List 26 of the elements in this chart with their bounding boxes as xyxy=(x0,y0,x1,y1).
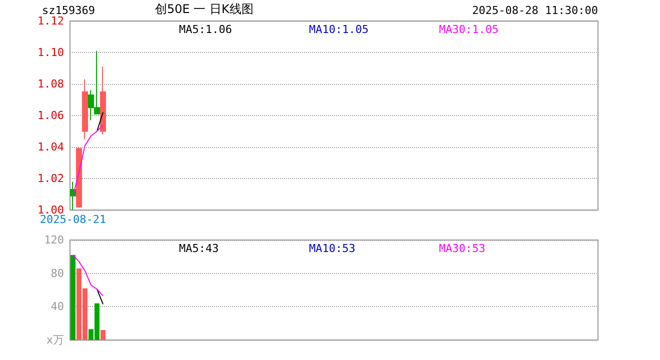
y-tick-label: 120 xyxy=(44,234,64,246)
legend-label: MA10:53 xyxy=(309,242,356,255)
candlestick xyxy=(100,66,106,135)
bar xyxy=(100,330,106,340)
y-tick-label: x万 xyxy=(46,334,64,346)
text: 1.02 xyxy=(38,172,64,185)
candlestick xyxy=(82,78,88,140)
text: MA5:1.06 xyxy=(179,23,232,36)
text: 2025-08-28 11:30:00 xyxy=(472,4,598,17)
text: MA30:53 xyxy=(439,242,486,255)
text: MA30:1.05 xyxy=(439,23,499,36)
bar xyxy=(70,255,76,340)
legend-label: MA10:1.05 xyxy=(309,23,369,36)
x-tick-label: 2025-08-21 xyxy=(40,213,106,226)
text: 1.10 xyxy=(38,46,64,59)
text: 创50E 一 日K线图 xyxy=(155,2,254,16)
text: 1.06 xyxy=(38,109,64,122)
text: MA5:43 xyxy=(179,242,219,255)
y-tick-label: 40 xyxy=(50,300,64,314)
y-tick-label: 80 xyxy=(50,266,64,280)
text: 1.12 xyxy=(38,14,64,28)
line-series xyxy=(72,254,104,296)
text: 1.08 xyxy=(38,78,64,90)
text: 1.04 xyxy=(38,140,64,154)
text: sz159369 xyxy=(42,4,95,17)
candlestick xyxy=(76,146,82,208)
